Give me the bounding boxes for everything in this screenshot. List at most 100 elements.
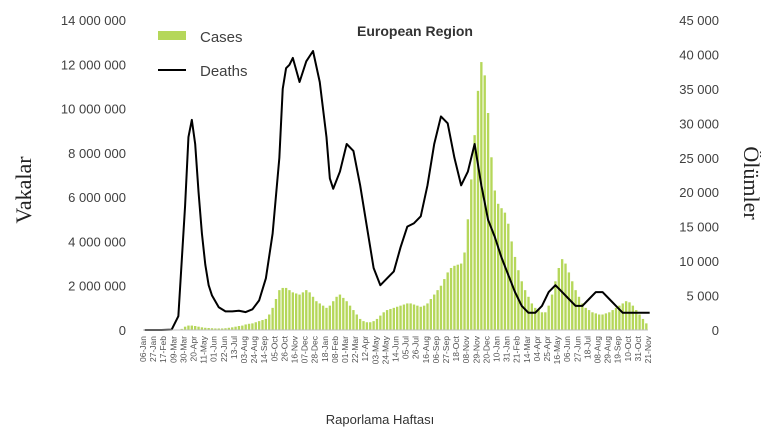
cases-bar <box>328 305 332 330</box>
right-y-axis-ticks: 0 5 000 10 000 15 000 20 000 25 000 30 000 35 0… <box>679 13 719 338</box>
cases-bar <box>406 303 409 330</box>
x-tick-label: 28-Dec <box>310 335 320 363</box>
cases-bar <box>264 318 268 330</box>
cases-bar <box>449 268 453 330</box>
cases-bar <box>601 314 604 330</box>
cases-bar <box>365 322 369 330</box>
cases-bar <box>429 299 433 330</box>
x-tick-label: 26-Jul <box>411 336 421 359</box>
cases-bar <box>251 323 254 330</box>
cases-bar <box>268 314 271 330</box>
cases-bar <box>291 292 294 330</box>
cases-bar <box>631 305 635 330</box>
cases-bar <box>348 305 352 330</box>
cases-bar <box>598 314 601 330</box>
cases-bar <box>584 307 587 330</box>
x-tick-label: 25-Apr <box>542 336 552 362</box>
left-y-axis-ticks: 0 2 000 000 4 000 000 6 000 000 8 000 000 10 … <box>61 13 126 338</box>
cases-bar <box>635 310 638 330</box>
x-tick-label: 27-Jun <box>572 336 582 362</box>
cases-bar <box>459 263 463 330</box>
cases-bar <box>534 307 537 330</box>
x-tick-label: 31-Oct <box>633 335 643 361</box>
x-tick-label: 16-Nov <box>290 335 300 363</box>
right-y-tick-label: 30 000 <box>679 116 719 131</box>
cases-bar <box>335 296 338 330</box>
cases-bar <box>412 304 416 330</box>
cases-bar <box>278 290 281 330</box>
x-tick-label: 16-May <box>552 335 562 364</box>
right-y-tick-label: 25 000 <box>679 151 719 166</box>
cases-bar <box>197 326 200 330</box>
x-tick-label: 05-Jul <box>401 336 411 359</box>
x-tick-label: 14-Mar <box>522 336 532 363</box>
cases-bar <box>550 294 554 330</box>
cases-bar <box>497 203 500 330</box>
cases-bar <box>389 308 392 330</box>
legend-swatch-cases <box>158 31 186 40</box>
x-tick-label: 04-Apr <box>532 336 542 362</box>
x-tick-label: 08-Feb <box>330 336 340 363</box>
cases-bar <box>183 326 187 330</box>
cases-bar <box>224 328 227 330</box>
cases-bar <box>591 312 594 330</box>
cases-bar <box>311 296 315 330</box>
cases-bar <box>409 303 412 330</box>
deaths-line-layer <box>144 50 650 331</box>
legend-label-cases: Cases <box>200 29 243 46</box>
cases-bar <box>574 290 577 330</box>
x-tick-label: 03-Aug <box>239 336 249 364</box>
x-tick-label: 29-Nov <box>471 335 481 363</box>
cases-bar <box>611 310 614 330</box>
x-tick-label: 18-Jan <box>320 336 330 362</box>
cases-bar <box>194 326 197 330</box>
cases-bar <box>274 299 278 330</box>
cases-bar <box>342 297 345 330</box>
x-tick-label: 20-Apr <box>189 336 199 362</box>
cases-bar <box>200 327 204 330</box>
right-y-tick-label: 35 000 <box>679 82 719 97</box>
cases-bar <box>567 272 571 330</box>
cases-bar <box>530 303 534 330</box>
x-tick-label: 17-Feb <box>158 336 168 363</box>
cases-bar <box>271 307 274 330</box>
right-y-tick-label: 20 000 <box>679 185 719 200</box>
cases-bar <box>385 310 389 330</box>
cases-bar <box>234 326 237 330</box>
cases-bar <box>608 312 611 330</box>
x-tick-label: 22-Mar <box>350 336 360 363</box>
x-tick-label: 30-Mar <box>178 336 188 363</box>
x-tick-label: 01-Mar <box>340 336 350 363</box>
x-tick-label: 20-Dec <box>481 335 491 363</box>
x-tick-label: 05-Oct <box>269 335 279 361</box>
cases-bar <box>190 325 193 330</box>
cases-bar <box>641 318 645 330</box>
cases-bar <box>301 292 305 330</box>
left-y-tick-label: 0 <box>119 323 126 338</box>
x-tick-label: 10-Jan <box>492 336 502 362</box>
cases-bar <box>470 179 473 330</box>
cases-bar <box>581 303 584 330</box>
right-y-tick-label: 15 000 <box>679 220 719 235</box>
x-tick-label: 07-Dec <box>300 335 310 363</box>
x-tick-label: 12-Apr <box>360 336 370 362</box>
cases-bar <box>480 62 483 330</box>
left-y-tick-label: 10 000 000 <box>61 102 126 117</box>
x-tick-label: 21-Nov <box>643 335 653 363</box>
cases-bar <box>547 305 550 330</box>
cases-bar <box>490 157 493 330</box>
cases-bar <box>628 302 631 330</box>
x-tick-label: 18-Jul <box>582 336 592 359</box>
cases-bar <box>305 290 308 330</box>
cases-bar <box>604 313 608 330</box>
cases-bar <box>241 325 244 330</box>
cases-bar <box>227 327 231 330</box>
cases-bar <box>416 305 419 330</box>
cases-bar <box>537 310 540 330</box>
x-tick-label: 09-Mar <box>168 336 178 363</box>
cases-bar <box>244 324 247 330</box>
x-tick-label: 03-May <box>370 335 380 364</box>
x-tick-label: 06-Sep <box>431 336 441 364</box>
